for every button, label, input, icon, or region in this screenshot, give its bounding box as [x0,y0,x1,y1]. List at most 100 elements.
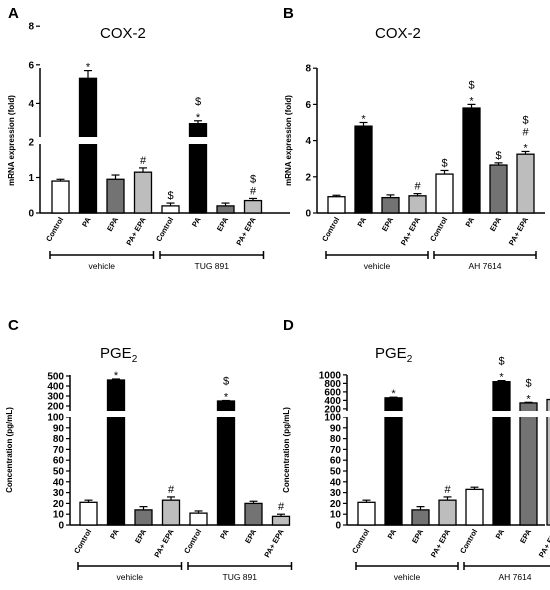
y-tick-label: 80 [53,434,65,445]
y-tick-label: 0 [28,209,34,220]
y-tick-label: 20 [53,499,65,510]
y-tick-label: 40 [330,477,342,488]
group-label: vehicle [117,572,144,582]
y-tick-label: 600 [324,387,341,398]
category-label: PA+ EPA [124,215,148,247]
category-label: PA+ EPA [507,215,531,247]
y-tick-label: 2 [305,172,311,183]
annotation-mark: $ [223,376,229,388]
panel-title: PGE2 [100,345,138,365]
panel-letter: A [8,5,19,22]
panel-title: COX-2 [100,25,146,42]
category-label: Control [428,216,449,244]
bar [161,205,180,214]
y-tick-label: 30 [53,488,65,499]
bar [408,195,427,214]
y-tick-label: 2 [28,138,34,149]
panel-d: D PGE2 01020304050607080901002004006008001… [282,317,550,582]
category-label: Control [44,216,65,244]
category-label: EPA [488,215,504,233]
panel-a: A COX-2 0 1 2 4 6 8 mRNA expression (fold) Contro… [7,5,290,271]
category-label: Control [458,528,479,556]
bar [106,379,126,526]
bar [465,488,484,526]
category-label: EPA [410,527,426,545]
bar [79,501,98,526]
group-label: vehicle [364,261,391,271]
group-label: TUG 891 [195,261,230,271]
y-tick-label: 200 [324,404,341,415]
annotation-mark: # [444,484,451,496]
y-tick-label: 10 [53,510,65,521]
annotation-mark: $ [167,190,173,202]
bar-break [78,137,98,144]
bar [546,398,550,526]
bar [357,501,376,526]
annotation-mark: * [196,112,201,124]
y-tick-label: 300 [47,392,64,403]
y-axis-label: mRNA expression (fold) [7,95,16,186]
bar [381,196,400,214]
y-tick-label: 10 [330,510,342,521]
y-tick-label: 0 [58,521,64,532]
bar [462,107,481,214]
bar [354,125,373,214]
category-label: EPA [518,527,534,545]
bar [492,381,511,526]
annotation-mark: $ [441,157,447,169]
bar [411,509,430,526]
category-label: Control [72,528,93,556]
annotation-mark: * [224,392,229,404]
y-tick-label: 60 [330,456,342,467]
y-tick-label: 100 [324,413,341,424]
bar [516,153,535,214]
y-tick-label: 200 [47,402,64,413]
bar [78,77,98,214]
category-label: PA [386,527,399,541]
category-label: EPA [215,215,231,233]
category-label: PA [494,527,507,541]
category-label: PA+ EPA [399,215,423,247]
bar [519,402,538,526]
annotation-mark: # [522,126,529,138]
panel-letter: B [283,5,294,22]
bar [189,512,208,526]
y-tick-label: 400 [324,396,341,407]
y-tick-label: 4 [305,136,311,147]
bar [438,499,457,526]
panel-b: B COX-2 0 2 4 6 8 mRNA expression (fold) Control… [283,5,545,271]
category-label: EPA [243,527,259,545]
category-label: Control [320,216,341,244]
category-label: PA+ EPA [429,527,453,559]
y-tick-label: 400 [47,382,64,393]
bar [435,173,454,214]
bar [243,199,263,214]
bar [216,205,235,214]
y-tick-label: 800 [324,379,341,390]
bar-break [106,411,126,417]
annotation-mark: * [523,142,528,154]
bar-break [188,137,208,144]
category-label: EPA [105,215,121,233]
y-tick-label: 0 [335,521,341,532]
annotation-mark: $ [522,114,528,126]
bar [161,499,181,526]
y-tick-label: 80 [330,434,342,445]
annotation-mark: $ [495,150,501,162]
annotation-mark: # [250,185,257,197]
axis-break [341,411,545,417]
category-label: PA+ EPA [234,215,258,247]
bar-break [384,411,403,417]
y-tick-label: 6 [28,60,34,71]
bar [216,400,236,526]
y-tick-label: 70 [330,445,342,456]
annotation-mark: * [86,62,91,74]
group-label: vehicle [89,261,116,271]
category-label: PA [80,215,93,229]
panel-letter: D [283,317,294,334]
category-label: EPA [133,527,149,545]
y-tick-label: 8 [28,22,34,33]
axis-break [34,137,290,144]
bar [134,509,153,526]
y-tick-label: 8 [305,64,311,75]
